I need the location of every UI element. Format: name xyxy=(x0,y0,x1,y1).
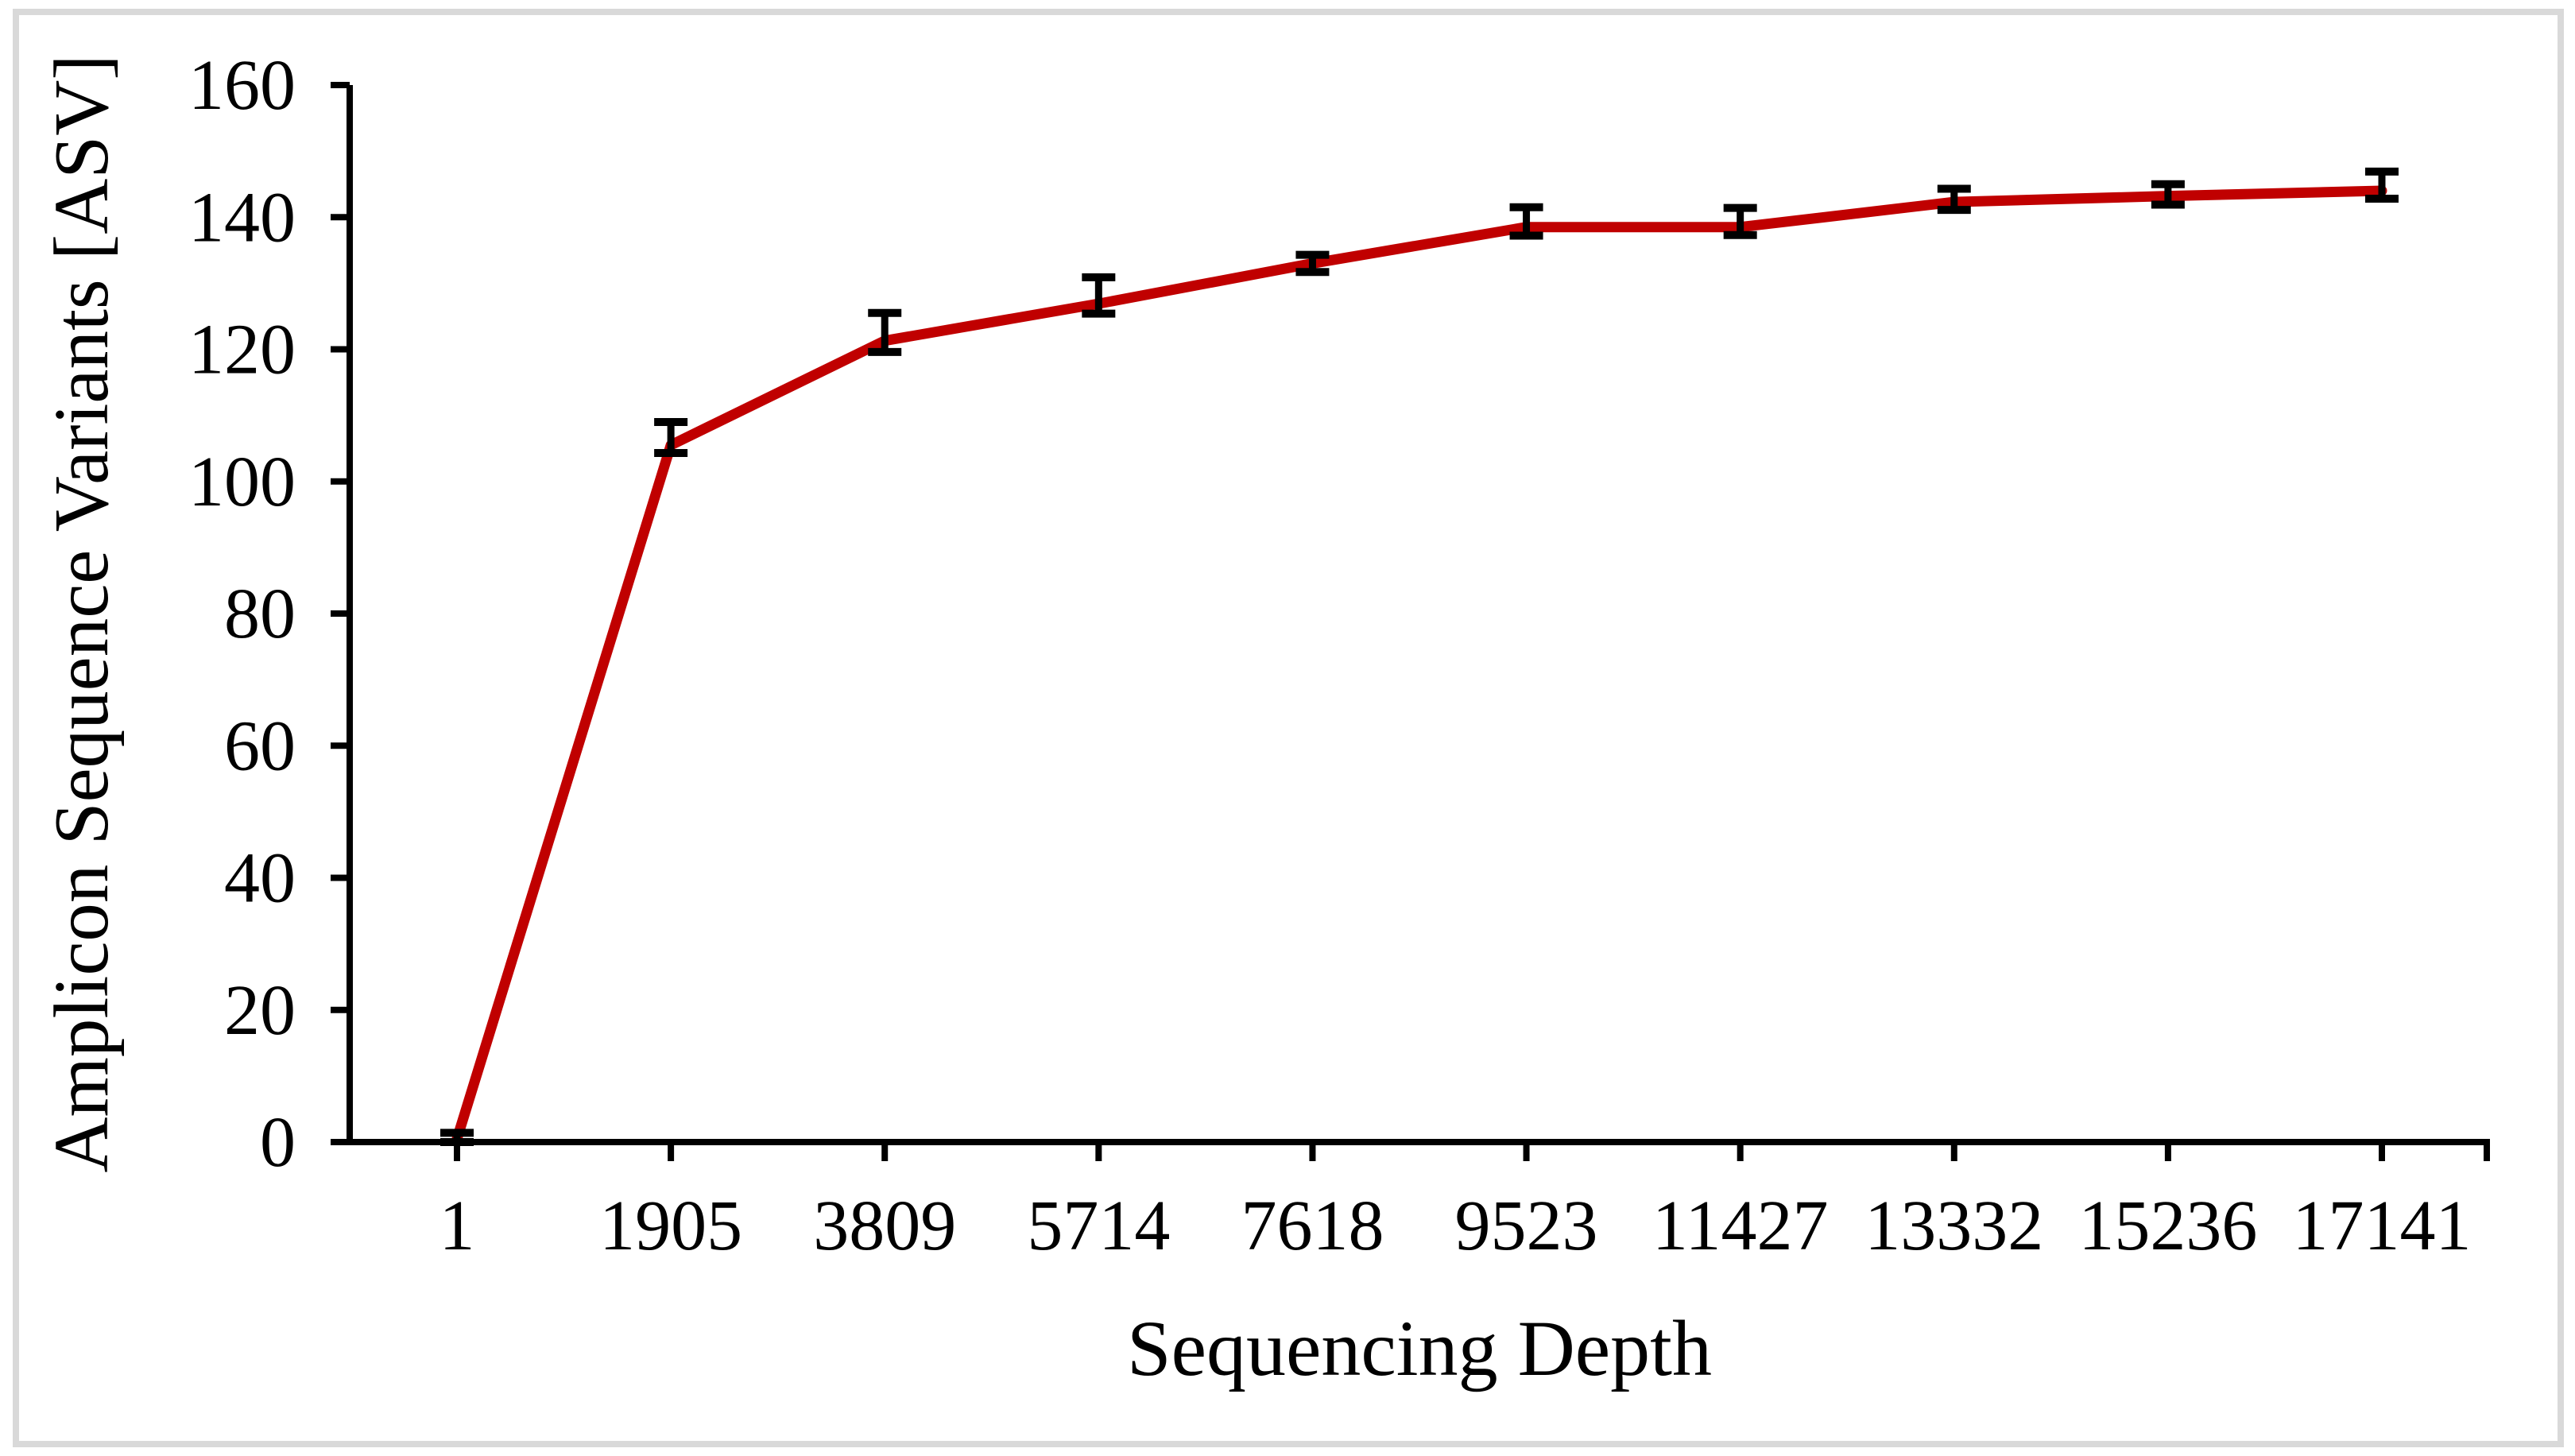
x-tick-label: 1 xyxy=(439,1187,475,1265)
error-bar xyxy=(1295,250,1330,277)
x-tick-label: 13332 xyxy=(1864,1187,2043,1265)
error-bar xyxy=(440,1129,474,1146)
error-bar xyxy=(868,308,902,356)
x-tick-label: 5714 xyxy=(1027,1187,1170,1265)
y-tick-label: 60 xyxy=(224,707,296,785)
x-tick-label: 1905 xyxy=(599,1187,742,1265)
x-tick-label: 3809 xyxy=(813,1187,956,1265)
series-line xyxy=(451,185,2387,1144)
y-tick-label: 80 xyxy=(224,575,296,653)
error-bar xyxy=(2151,180,2185,209)
error-bar xyxy=(1509,203,1543,240)
y-axis-title: Amplicon Sequence Variants [ASV] xyxy=(39,54,124,1172)
x-tick-label: 11427 xyxy=(1652,1187,1829,1265)
x-tick-label: 7618 xyxy=(1241,1187,1384,1265)
y-tick-label: 140 xyxy=(188,178,296,257)
y-tick-label: 100 xyxy=(188,443,296,521)
series-layer xyxy=(451,185,2387,1144)
x-axis-title: Sequencing Depth xyxy=(1127,1304,1712,1392)
y-tick-label: 160 xyxy=(188,46,296,125)
x-tick-label: 15236 xyxy=(2078,1187,2257,1265)
error-bars-layer xyxy=(440,167,2399,1146)
y-tick-label: 40 xyxy=(224,839,296,918)
y-tick-label: 20 xyxy=(224,971,296,1050)
x-tick-label: 17141 xyxy=(2293,1187,2472,1265)
axes-layer xyxy=(331,82,2490,1161)
x-tick-label: 9523 xyxy=(1455,1187,1598,1265)
y-tick-label: 0 xyxy=(260,1103,296,1182)
error-bar xyxy=(654,417,688,458)
figure-border xyxy=(13,9,2564,1447)
error-bar xyxy=(1723,203,1757,239)
error-bar xyxy=(1937,184,1971,215)
y-tick-label: 120 xyxy=(188,311,296,389)
error-bar xyxy=(1082,273,1116,318)
error-bar xyxy=(2365,167,2399,203)
tick-labels-layer: 0 20 40 60 80 100 120 140 160 1 1905 3809 5714 7618 95… xyxy=(188,46,2472,1265)
